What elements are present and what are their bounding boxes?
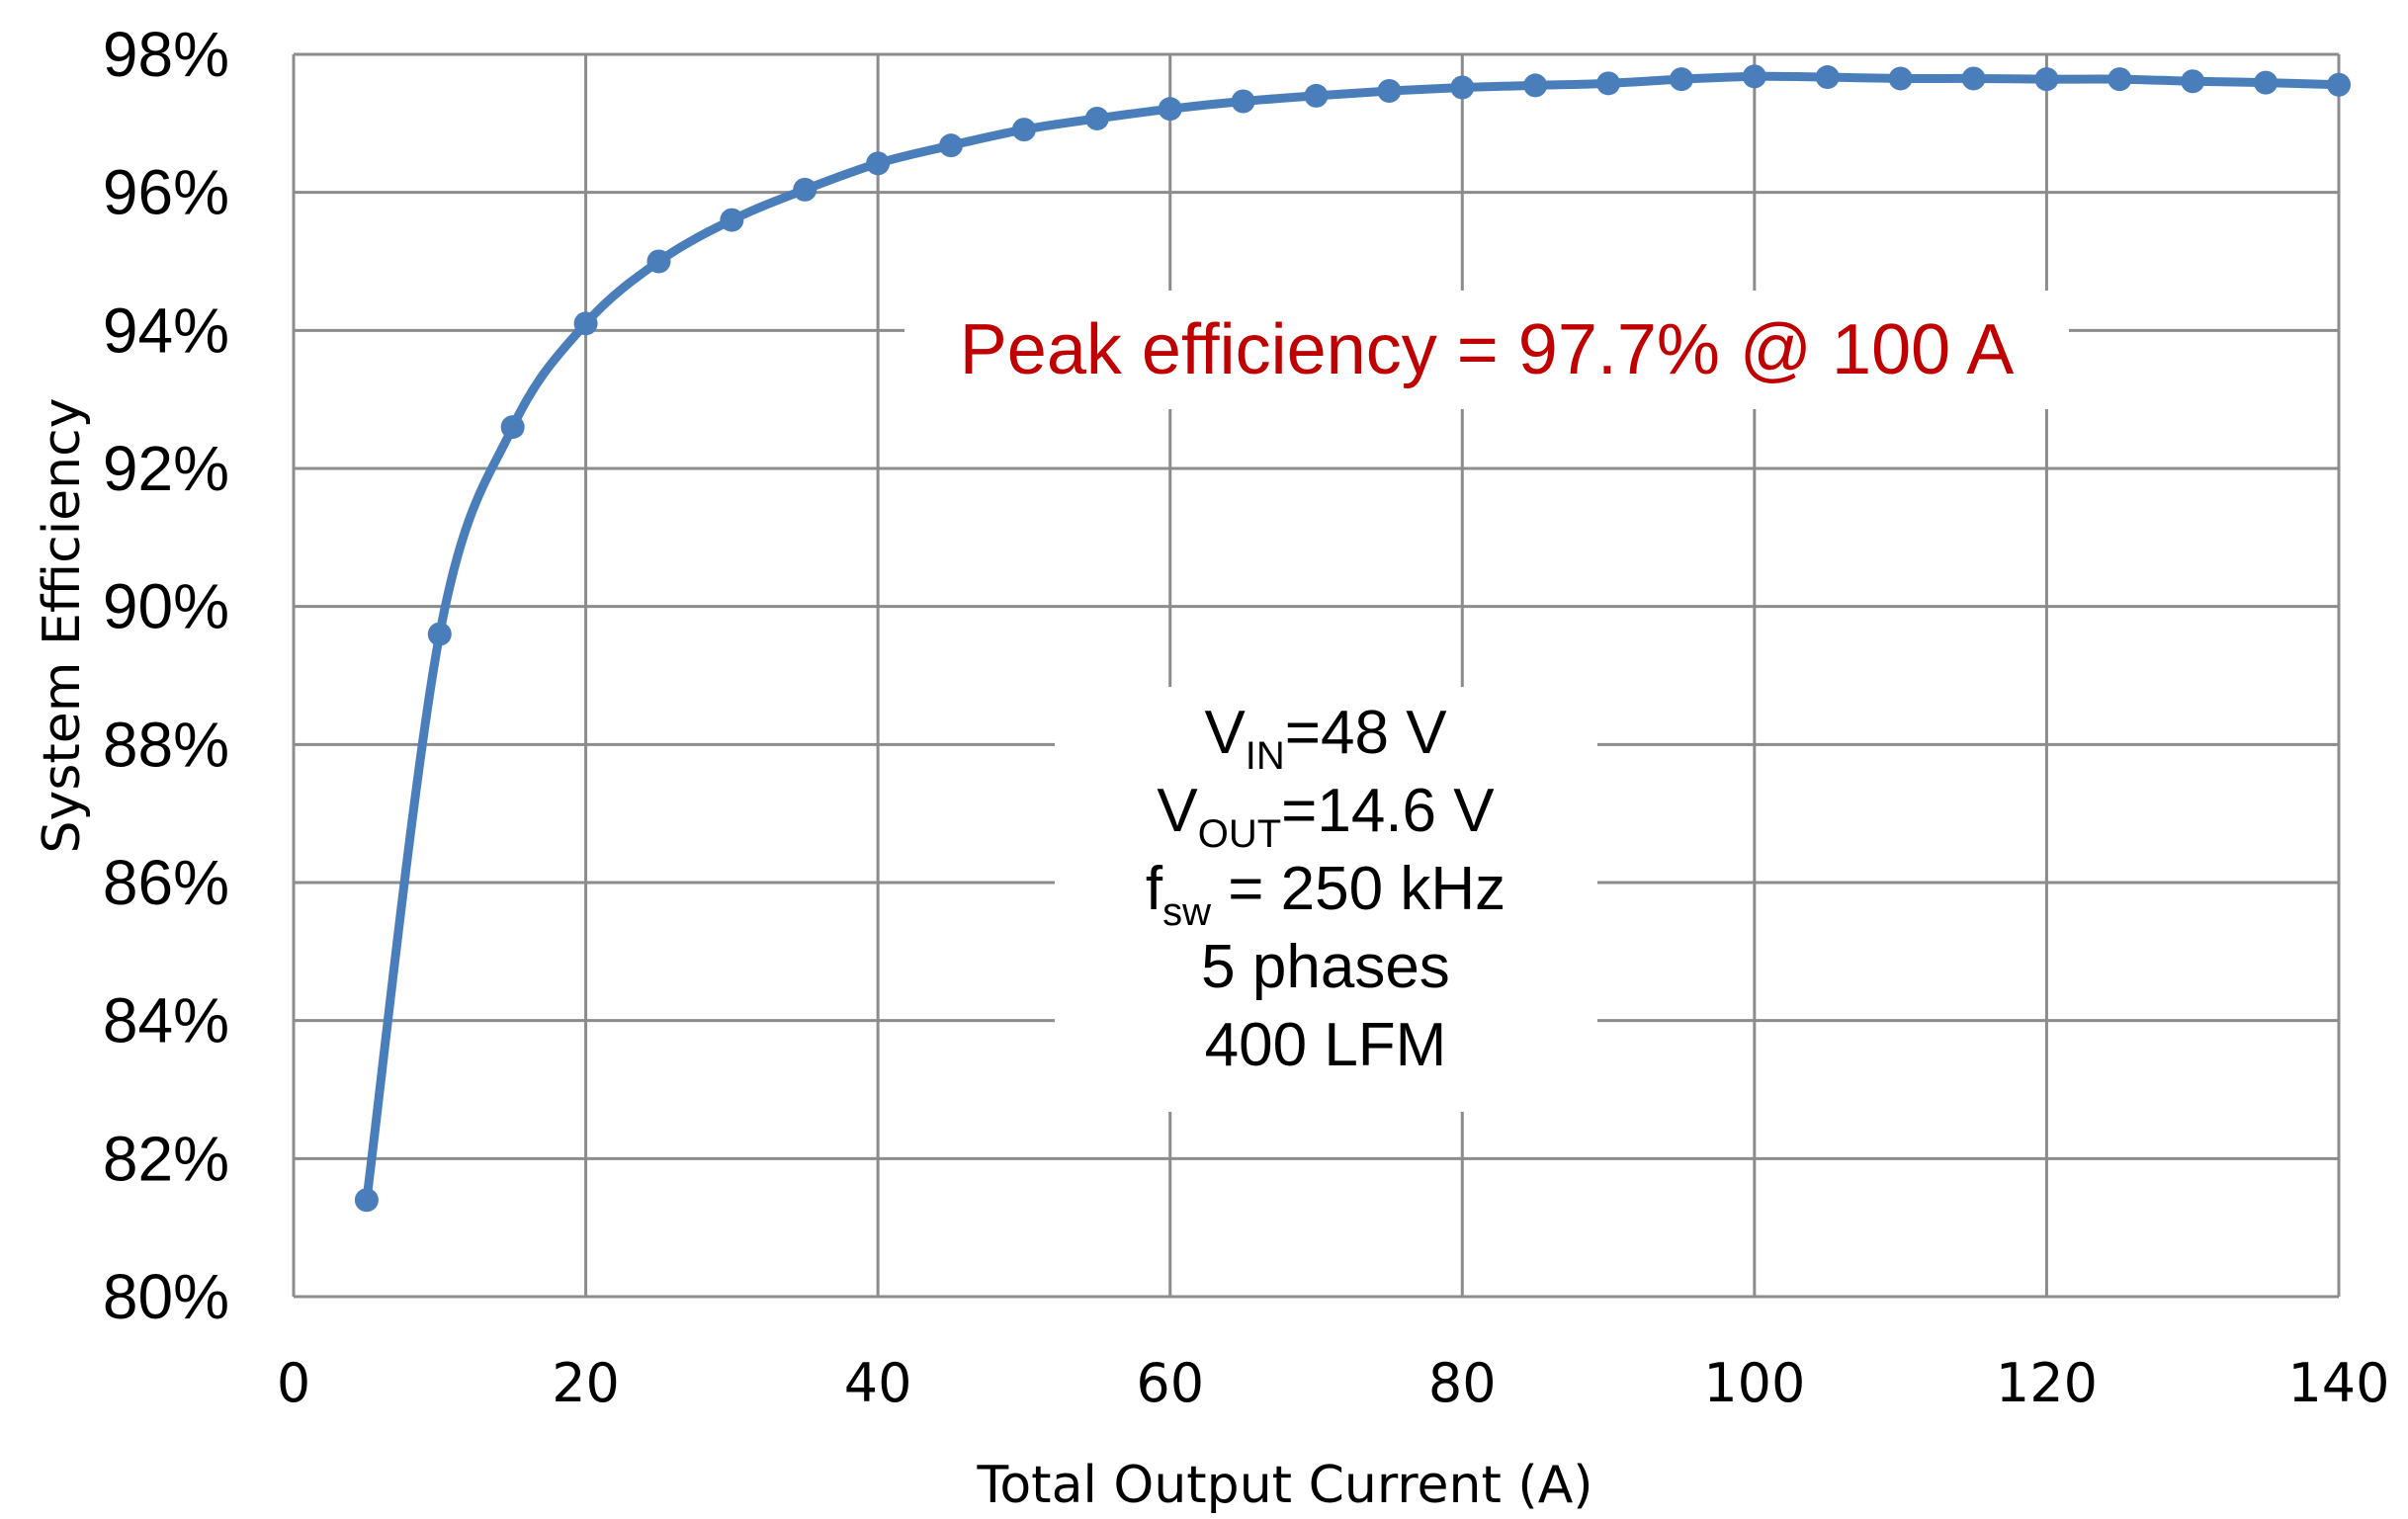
x-tick-label: 0 xyxy=(277,1352,310,1414)
y-tick-label: 86% xyxy=(103,847,229,918)
y-tick-label: 98% xyxy=(103,19,229,90)
data-point-50 xyxy=(1011,118,1036,142)
data-point-65 xyxy=(1231,89,1255,114)
x-tick-label: 120 xyxy=(1996,1352,2098,1414)
data-point-35 xyxy=(793,177,817,202)
x-tick-label: 100 xyxy=(1703,1352,1805,1414)
data-point-10 xyxy=(427,622,452,646)
data-point-130 xyxy=(2181,69,2205,94)
y-tick-label: 94% xyxy=(103,295,229,366)
data-point-25 xyxy=(646,249,671,274)
y-tick-label: 88% xyxy=(103,709,229,780)
data-point-60 xyxy=(1158,97,1182,122)
data-point-5 xyxy=(354,1188,379,1213)
data-point-55 xyxy=(1084,106,1109,130)
data-point-125 xyxy=(2107,67,2132,92)
data-point-140 xyxy=(2327,72,2351,97)
x-tick-label: 40 xyxy=(844,1352,912,1414)
x-tick-label: 20 xyxy=(552,1352,620,1414)
data-point-70 xyxy=(1304,83,1329,108)
data-point-90 xyxy=(1596,71,1621,96)
data-point-105 xyxy=(1815,65,1840,90)
series-efficiency xyxy=(354,64,2351,1213)
data-point-75 xyxy=(1377,79,1402,104)
peak-efficiency-annotation: Peak efficiency = 97.7% @ 100 A xyxy=(960,310,2014,389)
y-tick-label: 80% xyxy=(103,1261,229,1332)
y-tick-label: 82% xyxy=(103,1123,229,1194)
condition-line: 400 LFM xyxy=(1205,1011,1447,1079)
data-point-40 xyxy=(866,151,891,176)
y-tick-label: 90% xyxy=(103,571,229,642)
y-axis-title: System Efficiency xyxy=(33,398,92,854)
data-point-45 xyxy=(939,133,964,158)
data-point-135 xyxy=(2254,70,2279,95)
condition-line: VOUT=14.6 V xyxy=(1157,777,1495,856)
x-tick-label: 140 xyxy=(2287,1352,2389,1414)
data-point-115 xyxy=(1961,66,1986,91)
y-tick-label: 84% xyxy=(103,985,229,1056)
y-axis-ticks: 80% 82% 84% 86% 88% 90% 92% 94% 96% 98% xyxy=(103,19,229,1332)
data-point-80 xyxy=(1450,75,1475,100)
condition-line: 5 phases xyxy=(1201,933,1450,1001)
peak-annotation-background xyxy=(904,291,2069,409)
data-point-95 xyxy=(1669,67,1693,92)
x-tick-label: 80 xyxy=(1428,1352,1497,1414)
data-point-20 xyxy=(573,311,598,336)
y-tick-label: 96% xyxy=(103,157,229,228)
conditions-annotation-background xyxy=(1055,687,1597,1112)
data-point-30 xyxy=(720,208,744,232)
x-tick-label: 60 xyxy=(1136,1352,1204,1414)
condition-line: VIN=48 V xyxy=(1204,699,1447,778)
data-point-100 xyxy=(1742,64,1766,89)
condition-line: fsw = 250 kHz xyxy=(1146,855,1505,934)
data-point-15 xyxy=(500,415,525,440)
data-point-110 xyxy=(1888,66,1913,91)
x-axis-title: Total Output Current (A) xyxy=(976,1456,1592,1515)
y-tick-label: 92% xyxy=(103,433,229,504)
data-point-85 xyxy=(1523,73,1548,98)
x-axis-ticks: 0 20 40 60 80 100 120 140 xyxy=(277,1352,2390,1414)
data-point-120 xyxy=(2034,67,2059,92)
